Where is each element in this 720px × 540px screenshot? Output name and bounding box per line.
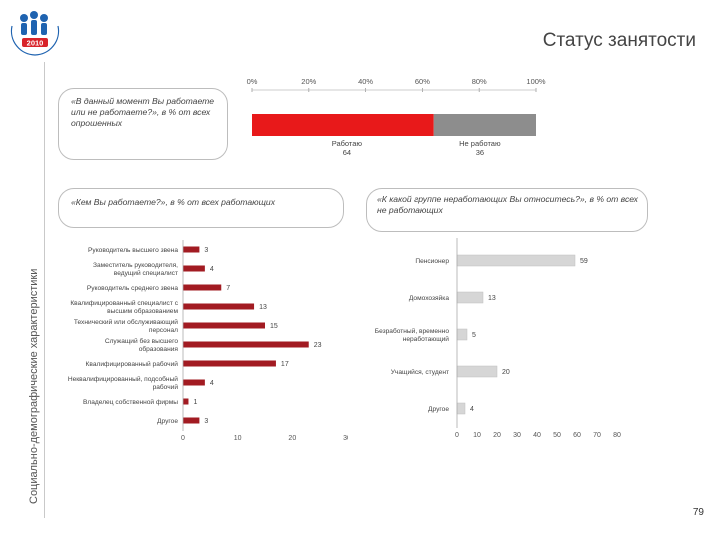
data-label: 13	[488, 295, 496, 302]
category-label: Руководитель высшего звена	[88, 247, 178, 254]
bar	[183, 322, 265, 329]
tick-label: 80%	[472, 77, 487, 86]
tick-label: 50	[553, 432, 561, 439]
logo-year: 2010	[27, 39, 44, 48]
data-label: 36	[476, 148, 484, 157]
series-name: Не работаю	[459, 139, 501, 148]
data-label: 13	[259, 304, 267, 311]
data-label: 17	[281, 361, 289, 368]
category-label: Квалифицированный рабочий	[86, 360, 179, 368]
tick-label: 30	[343, 435, 348, 442]
bar	[456, 328, 468, 341]
tick-label: 20	[493, 432, 501, 439]
tick-label: 0%	[247, 77, 258, 86]
tick-label: 30	[513, 432, 521, 439]
bar	[183, 379, 205, 386]
bar	[456, 254, 576, 267]
category-label: Владелец собственной фирмы	[83, 398, 178, 406]
tick-label: 60%	[415, 77, 430, 86]
category-label: Неквалифицированный, подсобный рабочий	[68, 375, 178, 391]
bar	[183, 265, 205, 272]
bar	[183, 246, 200, 253]
tick-label: 80	[613, 432, 621, 439]
tick-label: 20%	[301, 77, 316, 86]
category-label: Заместитель руководителя, ведущий специал…	[93, 262, 178, 277]
category-label: Домохозяйка	[409, 294, 449, 302]
tick-label: 40%	[358, 77, 373, 86]
data-label: 64	[343, 148, 351, 157]
tick-label: 0	[181, 435, 185, 442]
category-label: Другое	[428, 406, 449, 413]
tick-label: 10	[473, 432, 481, 439]
category-label: Служащий без высшего образования	[105, 337, 179, 353]
tick-label: 10	[234, 435, 242, 442]
data-label: 59	[580, 258, 588, 265]
stacked-segment	[433, 114, 536, 136]
bar	[183, 284, 222, 291]
category-label: Технический или обслуживающий персонал	[74, 318, 178, 334]
nonworking-bar-chart: Пенсионер Домохозяйка Безработный, временн…	[375, 238, 621, 439]
category-label: Безработный, временно неработающий	[375, 327, 450, 343]
data-label: 5	[472, 332, 476, 339]
data-label: 1	[193, 399, 197, 406]
page-title: Статус занятости	[542, 30, 696, 51]
category-label: Пенсионер	[415, 258, 449, 265]
data-label: 4	[470, 406, 474, 413]
bar	[183, 398, 189, 405]
census-logo: 2010	[10, 11, 60, 56]
bar	[183, 417, 200, 424]
category-label: Учащийся, студент	[391, 368, 449, 376]
data-label: 4	[210, 266, 214, 273]
question-callout-occupation: «Кем Вы работаете?», в % от всех работаю…	[58, 188, 344, 228]
bar	[183, 303, 255, 310]
side-section-label: Социально-демографические характеристики	[28, 268, 40, 504]
tick-label: 60	[573, 432, 581, 439]
data-label: 23	[314, 342, 322, 349]
tick-label: 40	[533, 432, 541, 439]
data-label: 15	[270, 323, 278, 330]
category-label: Квалифицированный специалист с высшим обр…	[70, 299, 178, 315]
bar	[456, 402, 466, 415]
series-name: Работаю	[332, 139, 363, 148]
data-label: 3	[204, 247, 208, 254]
data-label: 20	[502, 369, 510, 376]
question-callout-nonworking-group: «К какой группе неработающих Вы относите…	[366, 188, 648, 232]
bar	[183, 360, 276, 367]
tick-label: 0	[455, 432, 459, 439]
stacked-segment	[252, 114, 434, 136]
bar	[456, 291, 484, 304]
question-callout-employment: «В данный момент Вы работаете или не раб…	[58, 88, 228, 160]
category-label: Руководитель среднего звена	[87, 285, 178, 292]
divider-line	[44, 62, 45, 518]
data-label: 4	[210, 380, 214, 387]
data-label: 7	[226, 285, 230, 292]
occupation-bar-chart: Руководитель высшего звена Заместитель ру…	[68, 240, 348, 442]
bar	[183, 341, 309, 348]
page-number: 79	[692, 507, 704, 518]
category-label: Другое	[157, 418, 178, 425]
bar	[456, 365, 498, 378]
tick-label: 70	[593, 432, 601, 439]
tick-label: 20	[288, 435, 296, 442]
data-label: 3	[204, 418, 208, 425]
tick-label: 100%	[526, 77, 546, 86]
